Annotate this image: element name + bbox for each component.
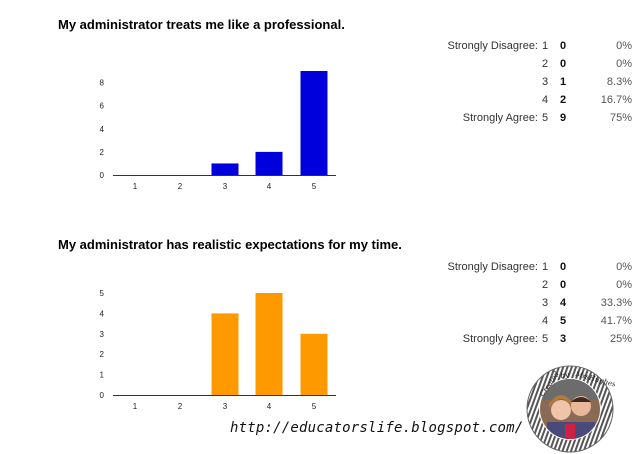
y-tick-label: 8 bbox=[100, 79, 105, 88]
summary-row: 2 0 0% bbox=[420, 276, 632, 294]
y-tick-label: 0 bbox=[100, 171, 105, 180]
response-value: 5 bbox=[542, 333, 549, 345]
scale-label: Strongly Agree: bbox=[462, 112, 538, 124]
x-tick-label: 4 bbox=[267, 402, 272, 411]
x-tick-label: 2 bbox=[178, 402, 183, 411]
bar-response-4 bbox=[255, 151, 283, 175]
scale-label bbox=[420, 91, 538, 109]
scale-label bbox=[420, 276, 538, 294]
scale-label bbox=[420, 55, 538, 73]
response-count: 0 bbox=[560, 279, 567, 291]
summary-row: 4 2 16.7% bbox=[420, 91, 632, 109]
y-tick-label: 0 bbox=[100, 391, 105, 400]
bar-response-3 bbox=[211, 313, 239, 395]
response-percent: 41.7% bbox=[600, 315, 632, 327]
response-percent: 0% bbox=[616, 261, 632, 273]
bar-chart-professional: 0 2 4 6 8 1 2 3 4 5 bbox=[100, 71, 336, 191]
response-percent: 25% bbox=[609, 333, 632, 345]
bar-response-5 bbox=[300, 71, 328, 175]
response-percent: 16.7% bbox=[600, 94, 632, 106]
scale-label: Strongly Disagree: bbox=[447, 40, 539, 52]
response-percent: 75% bbox=[609, 112, 632, 124]
response-count: 2 bbox=[560, 94, 567, 106]
x-tick-label: 4 bbox=[267, 182, 272, 191]
x-tick-label: 2 bbox=[178, 182, 183, 191]
summary-row: Strongly Agree: 5 9 75% bbox=[420, 109, 632, 127]
response-percent: 0% bbox=[616, 40, 632, 52]
response-value: 4 bbox=[542, 315, 549, 327]
chart-title: My administrator has realistic expectati… bbox=[58, 237, 402, 252]
x-tick-label: 1 bbox=[133, 402, 138, 411]
y-tick-label: 2 bbox=[100, 148, 105, 157]
response-value: 2 bbox=[542, 58, 549, 70]
response-percent: 0% bbox=[616, 58, 632, 70]
scale-label: Strongly Agree: bbox=[462, 333, 538, 345]
y-tick-label: 4 bbox=[100, 125, 105, 134]
response-count: 9 bbox=[560, 112, 567, 124]
y-tick-label: 2 bbox=[100, 350, 105, 359]
response-count: 0 bbox=[560, 40, 567, 52]
x-tick-label: 1 bbox=[133, 182, 138, 191]
response-count: 4 bbox=[560, 297, 567, 309]
response-value: 1 bbox=[542, 261, 549, 273]
response-value: 1 bbox=[542, 40, 549, 52]
response-percent: 8.3% bbox=[606, 76, 632, 88]
response-percent: 33.3% bbox=[600, 297, 632, 309]
x-tick-label: 5 bbox=[312, 402, 317, 411]
scale-label bbox=[420, 312, 538, 330]
response-value: 3 bbox=[542, 76, 549, 88]
scale-label: Strongly Disagree: bbox=[447, 261, 539, 273]
response-count: 5 bbox=[560, 315, 567, 327]
response-count: 0 bbox=[560, 261, 567, 273]
summary-row: Strongly Disagree: 1 0 0% bbox=[420, 258, 633, 276]
summary-table: Strongly Disagree: 1 0 0% 2 0 0% 3 1 8.3% 4 2 16.7% S… bbox=[420, 37, 633, 127]
x-tick-label: 5 bbox=[312, 182, 317, 191]
y-tick-label: 1 bbox=[100, 371, 105, 380]
response-value: 2 bbox=[542, 279, 549, 291]
response-count: 3 bbox=[560, 333, 567, 345]
chart-title: My administrator treats me like a profes… bbox=[58, 17, 345, 32]
blog-url-watermark: http://educatorslife.blogspot.com/ bbox=[230, 420, 524, 436]
y-tick-label: 3 bbox=[100, 330, 105, 339]
summary-table: Strongly Disagree: 1 0 0% 2 0 0% 3 4 33.3% 4 5 41.7%… bbox=[420, 258, 633, 348]
scale-label bbox=[420, 73, 538, 91]
bar-chart-expectations: 0 1 2 3 4 5 1 2 3 4 5 bbox=[100, 289, 336, 411]
response-value: 4 bbox=[542, 94, 549, 106]
summary-row: Strongly Disagree: 1 0 0% bbox=[420, 37, 633, 55]
svg-text:by: by bbox=[560, 370, 571, 380]
summary-row: Strongly Agree: 5 3 25% bbox=[420, 330, 632, 348]
y-tick-label: 6 bbox=[100, 102, 105, 111]
scale-label bbox=[420, 294, 538, 312]
response-value: 3 bbox=[542, 297, 549, 309]
response-count: 0 bbox=[560, 58, 567, 70]
x-tick-label: 3 bbox=[223, 182, 228, 191]
summary-row: 4 5 41.7% bbox=[420, 312, 632, 330]
bar-response-3 bbox=[211, 163, 239, 175]
bar-response-4 bbox=[255, 293, 283, 395]
y-tick-label: 4 bbox=[100, 309, 105, 318]
author-badge-logo: Created by MrsHughes bbox=[526, 365, 615, 453]
summary-row: 3 4 33.3% bbox=[420, 294, 632, 312]
response-percent: 0% bbox=[616, 279, 632, 291]
y-tick-label: 5 bbox=[100, 289, 105, 298]
response-count: 1 bbox=[560, 76, 567, 88]
summary-row: 2 0 0% bbox=[420, 55, 632, 73]
bar-response-5 bbox=[300, 333, 328, 395]
response-value: 5 bbox=[542, 112, 549, 124]
summary-row: 3 1 8.3% bbox=[420, 73, 632, 91]
x-tick-label: 3 bbox=[223, 402, 228, 411]
